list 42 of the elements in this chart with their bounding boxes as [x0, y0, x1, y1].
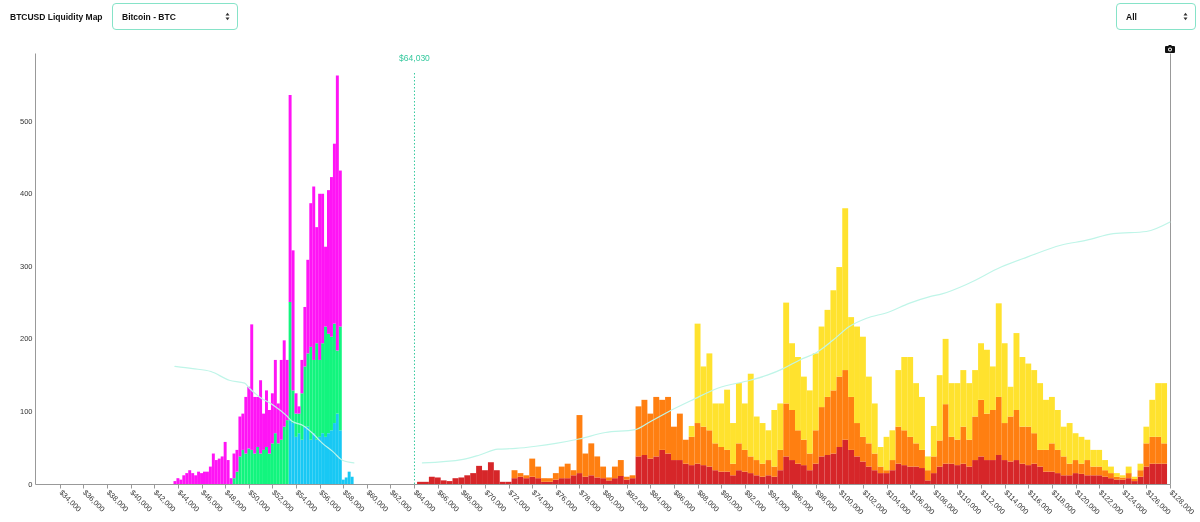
dropdown-field: All — [1116, 3, 1196, 30]
bar — [350, 476, 354, 484]
bar — [182, 475, 186, 484]
bar — [1137, 470, 1144, 477]
bar — [176, 478, 180, 484]
bar — [335, 75, 339, 351]
bar — [306, 426, 310, 484]
bar — [688, 425, 695, 437]
bar — [338, 326, 342, 431]
bar — [924, 456, 931, 471]
bar — [318, 193, 322, 360]
bar — [312, 186, 316, 360]
ref-line-label: $64,030 — [399, 53, 431, 63]
bar — [191, 473, 195, 484]
chart-title: BTCUSD Liquidity Map — [10, 12, 103, 22]
bar — [1125, 466, 1132, 474]
line-series — [421, 221, 1171, 464]
bar — [179, 479, 183, 484]
bar — [241, 449, 245, 484]
bar — [247, 448, 251, 484]
bar — [250, 449, 254, 484]
bar — [321, 433, 325, 484]
bar — [188, 470, 192, 484]
bar — [312, 433, 316, 484]
bar — [315, 343, 319, 440]
bar — [197, 471, 201, 484]
bar — [250, 324, 254, 450]
bar — [303, 426, 307, 484]
bar — [185, 473, 189, 484]
bar — [309, 346, 313, 440]
bar — [259, 380, 263, 454]
bar — [347, 471, 351, 484]
dropdown-field: Bitcoin - BTC — [112, 3, 238, 30]
bar — [211, 453, 215, 484]
bar — [223, 441, 227, 484]
bar — [291, 423, 295, 484]
bar — [288, 301, 292, 421]
bar — [273, 433, 277, 484]
bar — [217, 458, 221, 484]
line-series — [174, 365, 355, 464]
bar — [335, 413, 339, 484]
bar — [173, 481, 177, 484]
